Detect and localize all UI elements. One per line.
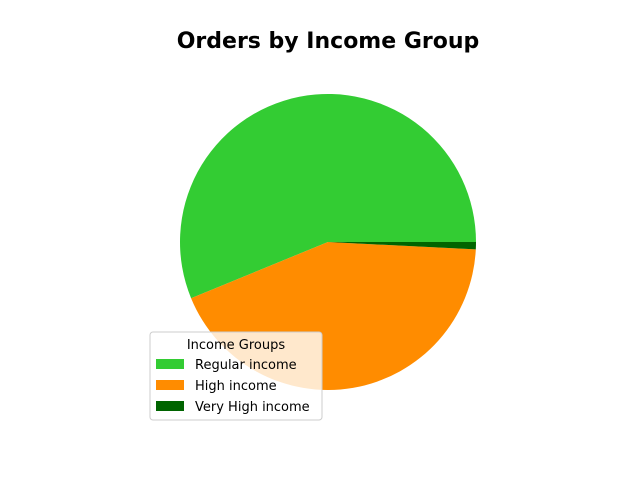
legend-swatch-regular-income <box>156 359 184 369</box>
legend-swatch-high-income <box>156 380 184 390</box>
pie-slice-very-high-income <box>328 242 476 250</box>
legend-box <box>149 331 323 421</box>
legend-items: Regular income High income Very High incom… <box>156 358 310 415</box>
legend-label-high-income: High income <box>195 379 277 394</box>
chart-title: Orders by Income Group <box>177 29 480 54</box>
legend-title: Income Groups <box>187 338 286 353</box>
legend: Income Groups Regular income High income V… <box>149 331 323 421</box>
legend-swatch-very-high-income <box>156 401 184 411</box>
legend-label-very-high-income: Very High income <box>195 400 310 415</box>
pie-slice-regular-income <box>180 94 477 299</box>
legend-label-regular-income: Regular income <box>195 358 297 373</box>
